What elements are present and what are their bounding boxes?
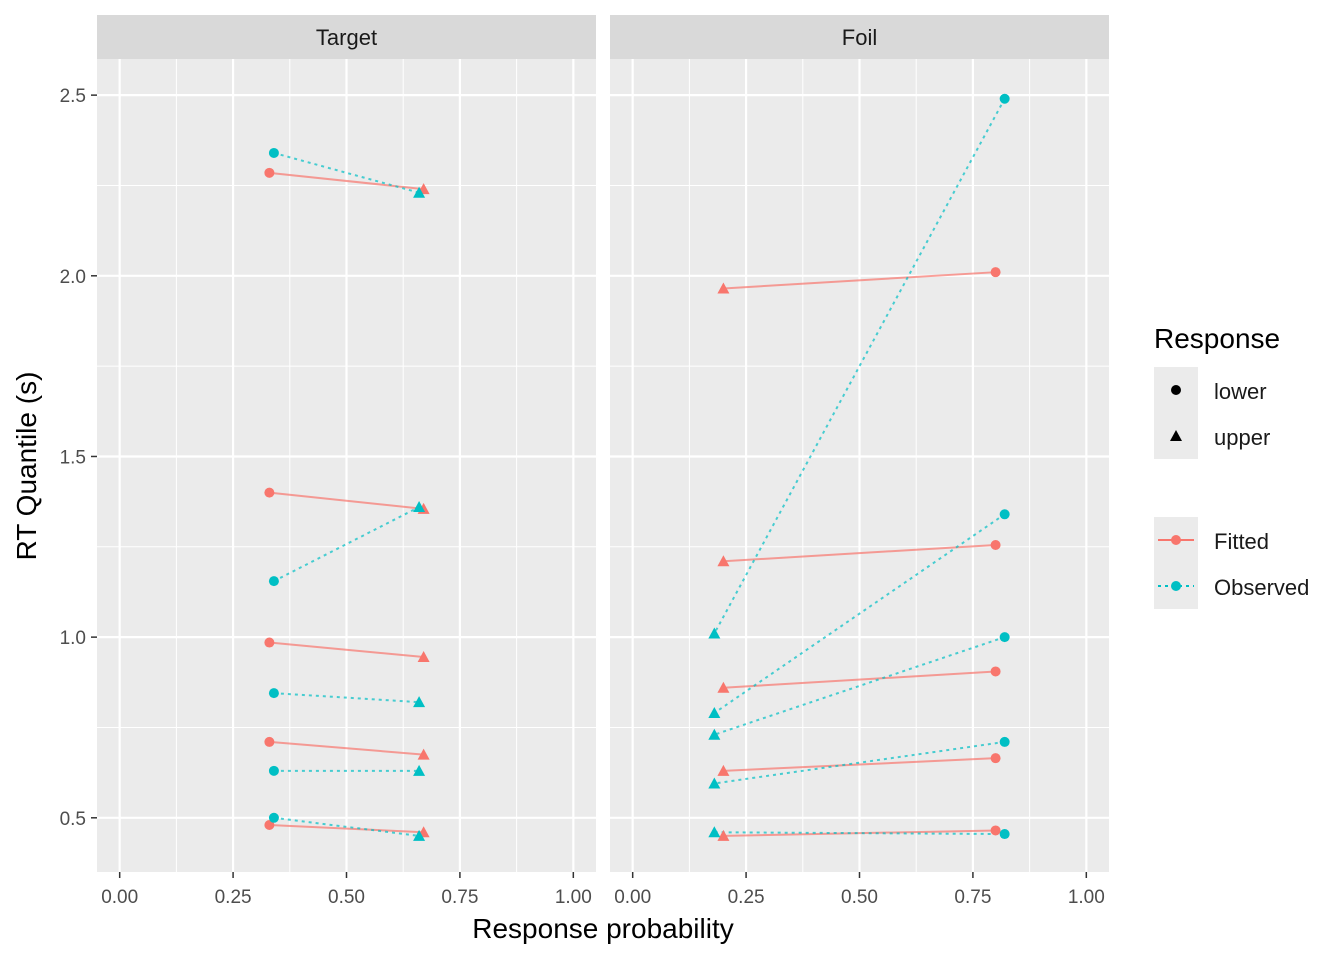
- x-tick-label: 1.00: [555, 887, 592, 908]
- point-upper-observed: [413, 764, 426, 776]
- legend-label-upper: upper: [1214, 425, 1270, 450]
- series-line-fitted: [723, 670, 996, 689]
- y-tick-label: 2.0: [60, 267, 86, 288]
- series-line-fitted: [723, 757, 996, 772]
- x-axis-title: Response probability: [472, 913, 734, 944]
- x-tick-label: 0.25: [215, 887, 252, 908]
- series-line-fitted: [723, 543, 996, 563]
- point-lower-observed: [999, 93, 1010, 104]
- series-lines: [713, 98, 1006, 837]
- grid-lines: [97, 59, 596, 872]
- point-lower-observed: [999, 736, 1010, 747]
- point-lower-observed: [268, 812, 279, 823]
- point-upper-fitted: [717, 555, 730, 567]
- x-axis: 0.00 0.25 0.50 0.75 1.00: [614, 872, 1105, 908]
- point-upper-observed: [708, 777, 721, 789]
- point-lower-observed: [999, 509, 1010, 520]
- series-line-observed: [714, 636, 1005, 736]
- strip-background: [97, 15, 596, 59]
- point-lower-fitted: [990, 753, 1001, 764]
- series-line-fitted: [269, 740, 424, 756]
- point-upper-observed: [708, 728, 721, 740]
- y-axis-title: RT Quantile (s): [11, 372, 42, 561]
- x-tick-label: 0.25: [728, 887, 765, 908]
- legend-upper-icon: [1170, 430, 1182, 441]
- panel-target: Target 0.00 0.25 0.50 0.75 1.00: [97, 15, 596, 908]
- point-lower-fitted: [264, 820, 275, 831]
- series-line-fitted: [269, 491, 424, 510]
- y-axis: 0.5 1.0 1.5 2.0 2.5: [60, 86, 97, 830]
- series-line-observed: [273, 506, 420, 583]
- legend-observed-icon: [1171, 581, 1181, 591]
- point-upper-observed: [413, 186, 426, 198]
- point-lower-fitted: [990, 539, 1001, 550]
- point-lower-fitted: [990, 267, 1001, 278]
- x-tick-label: 0.00: [614, 887, 651, 908]
- point-lower-fitted: [264, 487, 275, 498]
- legend-title: Response: [1154, 323, 1280, 354]
- point-lower-fitted: [990, 666, 1001, 677]
- panel-foil: Foil 0.00 0.25 0.50 0.75 1.00: [610, 15, 1109, 908]
- point-upper-fitted: [717, 681, 730, 693]
- point-lower-fitted: [264, 736, 275, 747]
- point-upper-fitted: [717, 764, 730, 776]
- legend-label-fitted: Fitted: [1214, 529, 1269, 554]
- series-line-observed: [273, 692, 420, 704]
- strip-background: [610, 15, 1109, 59]
- series-line-fitted: [723, 271, 996, 290]
- y-tick-label: 0.5: [60, 809, 86, 830]
- strip-label: Target: [316, 25, 377, 50]
- series-points: [708, 93, 1010, 841]
- point-lower-fitted: [264, 637, 275, 648]
- point-upper-observed: [708, 826, 721, 838]
- y-tick-label: 1.5: [60, 447, 86, 468]
- point-lower-observed: [268, 576, 279, 587]
- point-upper-observed: [413, 696, 426, 708]
- x-tick-label: 1.00: [1068, 887, 1105, 908]
- point-lower-fitted: [990, 825, 1001, 836]
- point-lower-fitted: [264, 167, 275, 178]
- strip-label: Foil: [842, 25, 877, 50]
- point-upper-fitted: [417, 748, 430, 760]
- series-lines: [269, 151, 424, 837]
- y-tick-label: 1.0: [60, 628, 86, 649]
- point-lower-observed: [268, 147, 279, 158]
- point-upper-fitted: [717, 282, 730, 294]
- point-lower-observed: [999, 632, 1010, 643]
- point-lower-observed: [268, 688, 279, 699]
- legend: Response lower upper Fitted Observed: [1154, 323, 1309, 609]
- series-points: [264, 147, 430, 841]
- series-line-observed: [713, 513, 1006, 714]
- x-tick-label: 0.00: [101, 887, 138, 908]
- series-line-fitted: [723, 829, 996, 837]
- x-tick-label: 0.50: [328, 887, 365, 908]
- legend-label-observed: Observed: [1214, 575, 1309, 600]
- x-tick-label: 0.50: [841, 887, 878, 908]
- grid-lines: [610, 59, 1109, 872]
- legend-fitted-icon: [1171, 535, 1181, 545]
- point-upper-fitted: [417, 651, 430, 663]
- point-upper-observed: [413, 829, 426, 841]
- legend-lower-icon: [1171, 385, 1181, 395]
- series-line-observed: [273, 816, 420, 837]
- point-lower-observed: [268, 765, 279, 776]
- point-upper-observed: [413, 501, 426, 513]
- point-upper-observed: [708, 627, 721, 639]
- x-tick-label: 0.75: [954, 887, 991, 908]
- x-axis: 0.00 0.25 0.50 0.75 1.00: [101, 872, 592, 908]
- point-upper-observed: [708, 707, 721, 719]
- series-line-fitted: [269, 641, 424, 659]
- point-lower-observed: [999, 829, 1010, 840]
- legend-label-lower: lower: [1214, 379, 1267, 404]
- y-tick-label: 2.5: [60, 86, 86, 107]
- series-line-fitted: [269, 824, 424, 834]
- x-tick-label: 0.75: [441, 887, 478, 908]
- point-upper-fitted: [717, 829, 730, 841]
